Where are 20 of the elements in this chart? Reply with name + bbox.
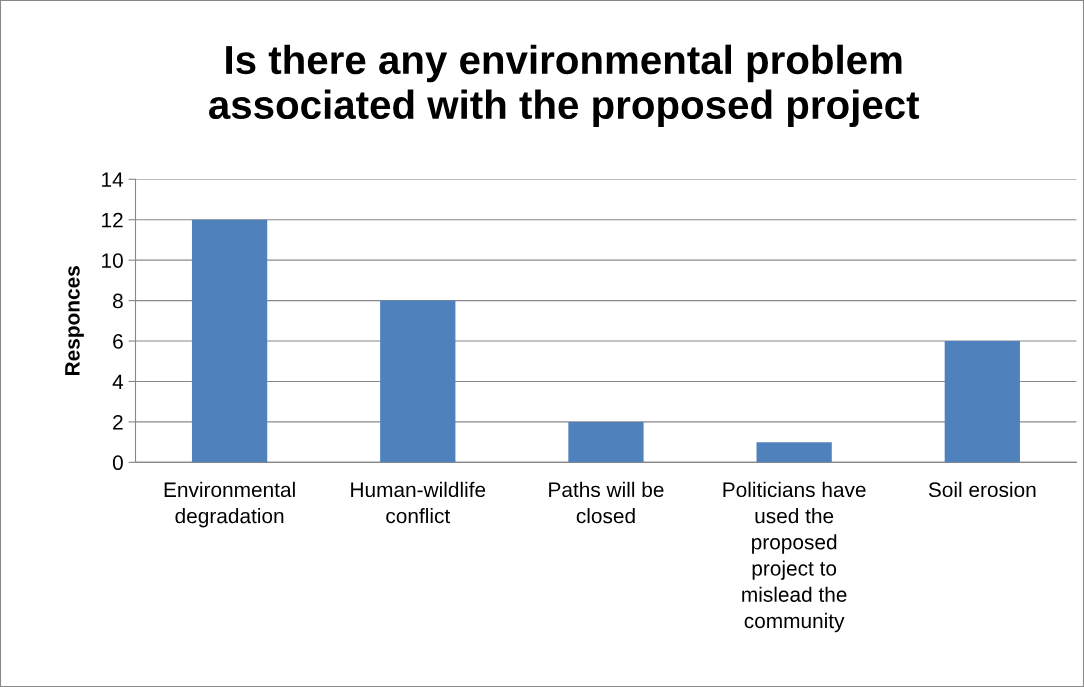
bar: [756, 442, 832, 463]
x-tick-label: Human-wildlife conflict: [351, 481, 486, 524]
x-tick-label: Environmental degradation: [164, 481, 295, 528]
y-axis-title: Responces: [65, 266, 84, 376]
y-tick-label: 12: [102, 212, 123, 228]
x-tick-label: Soil erosion: [928, 481, 1036, 498]
bar: [191, 219, 268, 463]
y-tick-label: 8: [113, 293, 123, 309]
y-tick-label: 4: [112, 374, 124, 390]
x-tick-label: Politicians have used the proposed project to mislead the community: [723, 481, 866, 633]
bar: [944, 341, 1020, 463]
y-tick-label: 0: [112, 455, 123, 471]
y-tick-label: 14: [102, 172, 124, 187]
bar: [380, 300, 456, 463]
chart-title: Is there any environmental problem associated with the proposed project: [209, 44, 920, 128]
bar: [568, 421, 644, 463]
y-tick-label: 6: [113, 334, 123, 349]
y-tick-label: 10: [102, 253, 123, 268]
x-tick-label: Paths will be closed: [549, 481, 664, 524]
y-tick-label: 2: [113, 414, 123, 430]
